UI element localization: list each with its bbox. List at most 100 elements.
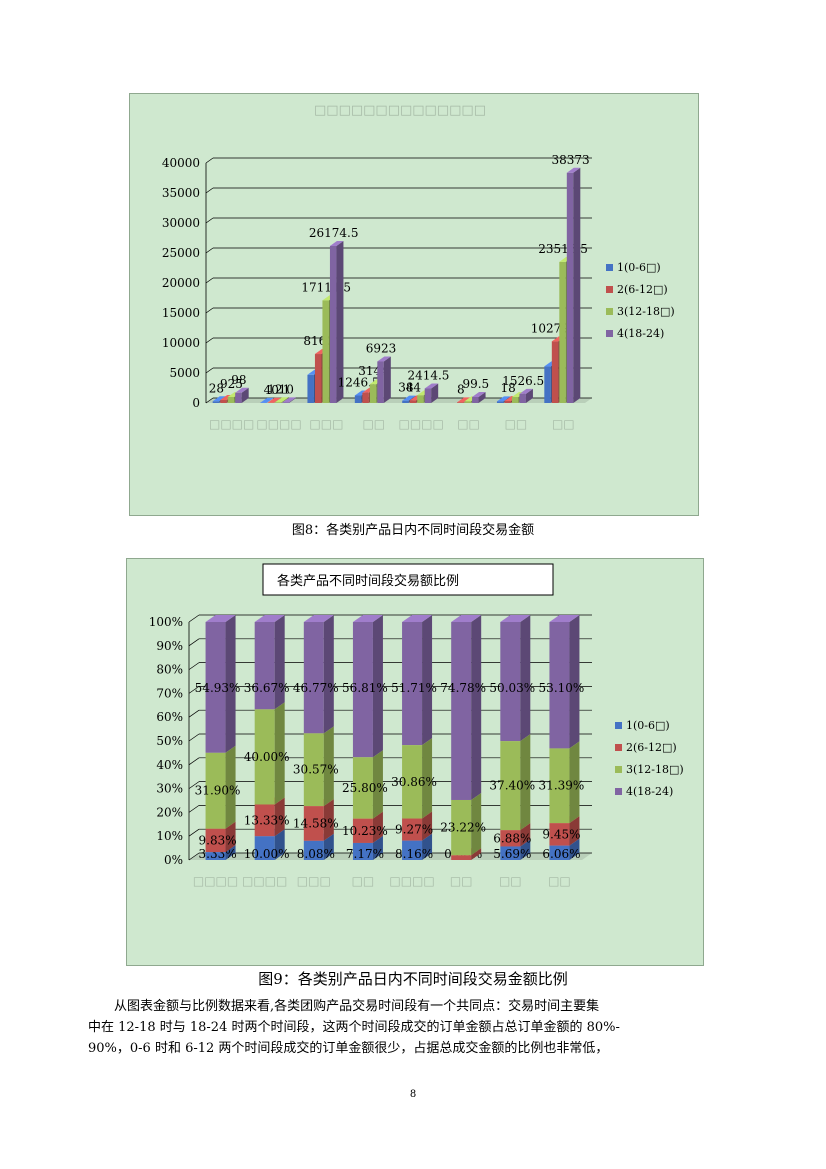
- chart2-data-label: 9.45%: [542, 827, 580, 841]
- chart1-bar-top: [402, 395, 416, 401]
- chart1-bar: [212, 401, 220, 403]
- chart2-xtick-label: □□: [548, 874, 571, 888]
- chart1-bar-top: [519, 388, 533, 394]
- chart1-data-label: 1526.5: [502, 374, 544, 388]
- chart1-xtick-label: □□: [505, 417, 528, 431]
- chart2-ytick-label: 70%: [156, 686, 183, 700]
- chart2-data-label: 37.40%: [489, 779, 535, 793]
- chart2-data-label: 31.39%: [539, 779, 585, 793]
- chart1-gridline-diag: [205, 307, 214, 314]
- chart2-bar-segment: [254, 804, 275, 837]
- chart1-data-label: 17111.5: [301, 280, 351, 294]
- chart2-gridline-diag: [188, 709, 200, 718]
- chart2-bar-segment-side: [569, 741, 580, 824]
- chart1-bar-top: [260, 397, 274, 403]
- chart2-data-label: 46.77%: [293, 681, 339, 695]
- chart1-bar-top: [424, 383, 439, 389]
- chart2-bar-segment-side: [323, 726, 334, 807]
- chart2-data-label: 9.83%: [199, 833, 237, 847]
- chart2-gridline-diag: [188, 852, 200, 861]
- chart1-bar-side: [383, 356, 391, 403]
- chart2-bar-segment-side: [422, 811, 433, 841]
- legend-swatch-2: [606, 308, 613, 315]
- chart1-bar: [496, 401, 504, 403]
- chart2-bar-segment-side: [372, 811, 383, 843]
- chart2-data-label: 8.16%: [395, 847, 433, 861]
- chart2-data-label: 8.08%: [297, 847, 335, 861]
- chart1-data-label: 925: [220, 377, 243, 391]
- legend-label-0: 1(0-6□): [626, 719, 670, 732]
- legend-label-2: 3(12-18□): [617, 305, 675, 318]
- chart2-xtick-label: □□□□: [242, 874, 287, 888]
- chart2-bar-segment-top: [402, 615, 433, 622]
- chart2-title: 各类产品不同时间段交易额比例: [277, 573, 459, 589]
- legend-label-0: 1(0-6□): [617, 261, 661, 274]
- chart1-data-label: 98: [231, 373, 246, 387]
- chart2-bar-segment-side: [471, 792, 482, 856]
- chart2-data-label: 54.93%: [195, 681, 241, 695]
- chart1-bar-top: [267, 397, 282, 403]
- figure8-caption: 图8：各类别产品日内不同时间段交易金额: [291, 523, 535, 538]
- chart1-data-label: 40: [264, 383, 279, 397]
- chart2-bar-segment: [352, 818, 373, 843]
- chart2-bar-segment-side: [372, 750, 383, 819]
- chart1-bar: [566, 172, 574, 403]
- chart2-bar-segment-side: [274, 797, 285, 837]
- chart1-bar-top: [496, 396, 511, 402]
- chart2-gridline-diag: [188, 638, 200, 647]
- chart1-floor: [206, 398, 592, 403]
- chart2-bar-segment: [500, 830, 521, 847]
- legend-swatch-1: [606, 286, 613, 293]
- chart2-bar-segment: [352, 842, 373, 860]
- chart1-bar: [329, 245, 337, 403]
- chart2-bar-segment-side: [323, 615, 334, 734]
- chart1-ytick-label: 10000: [162, 336, 200, 350]
- chart1-xtick-label: □□: [457, 417, 480, 431]
- chart1-xtick-label: □□□□: [399, 417, 444, 431]
- chart2-bar-segment: [451, 622, 472, 800]
- chart1-bar: [544, 366, 551, 403]
- chart2-bar-segment-side: [569, 816, 580, 846]
- body-paragraph-line1: 从图表金额与比例数据来看,各类团购产品交易时间段有一个共同点：交易时间主要集: [114, 999, 600, 1014]
- chart2-bar-segment: [500, 622, 521, 742]
- chart2-bar-segment-side: [520, 615, 531, 742]
- chart2-bar-segment: [402, 818, 423, 841]
- chart1-bar: [504, 400, 511, 403]
- chart2-bar-segment-side: [225, 821, 236, 853]
- chart2-bar-segment: [549, 845, 570, 860]
- chart1-data-label: 26174.5: [309, 226, 359, 240]
- chart2-gridline-diag: [188, 662, 200, 670]
- chart1-data-label: 10: [279, 382, 294, 396]
- chart2-bar-segment: [402, 622, 423, 746]
- chart2-bar-segment: [205, 752, 226, 829]
- chart1-ytick-label: 25000: [162, 246, 200, 260]
- chart1-bar: [220, 400, 227, 403]
- chart1-data-label: 2414.5: [407, 369, 449, 383]
- chart2-floor: [189, 853, 592, 860]
- chart2-bar-segment: [352, 622, 373, 758]
- chart2-bar-segment: [451, 855, 472, 860]
- chart2-bar-segment-side: [274, 615, 285, 710]
- chart2-panel: 各类产品不同时间段交易额比例 0% 10% 20% 30% 40% 50% 60% 70% 80%…: [126, 558, 704, 966]
- chart2-ytick-label: 10%: [156, 829, 183, 843]
- chart1-bar: [377, 361, 384, 403]
- chart2-bar-segment: [205, 622, 226, 753]
- chart2-bar-segment-side: [569, 615, 580, 749]
- chart1-bar: [472, 397, 479, 403]
- chart2-bar-segment-side: [471, 615, 482, 800]
- chart1-bar-side: [573, 167, 581, 403]
- chart2-data-label: 31.90%: [195, 784, 241, 798]
- chart2-ytick-label: 60%: [156, 710, 183, 724]
- chart2-bar-segment-side: [323, 799, 334, 841]
- chart1-bar-side: [525, 388, 533, 403]
- chart1-bar-side: [241, 387, 249, 403]
- chart1-bar-side: [478, 392, 486, 403]
- chart2-data-label: 36.67%: [244, 681, 290, 695]
- chart2-data-label: 25.80%: [342, 781, 388, 795]
- chart2-gridline-diag: [188, 828, 200, 837]
- chart2-bar-segment-top: [205, 615, 236, 622]
- chart2-data-label: 14.58%: [293, 816, 339, 830]
- chart1-bar: [559, 261, 566, 403]
- chart1-gridline-diag: [205, 247, 214, 254]
- chart1-bar: [424, 388, 432, 403]
